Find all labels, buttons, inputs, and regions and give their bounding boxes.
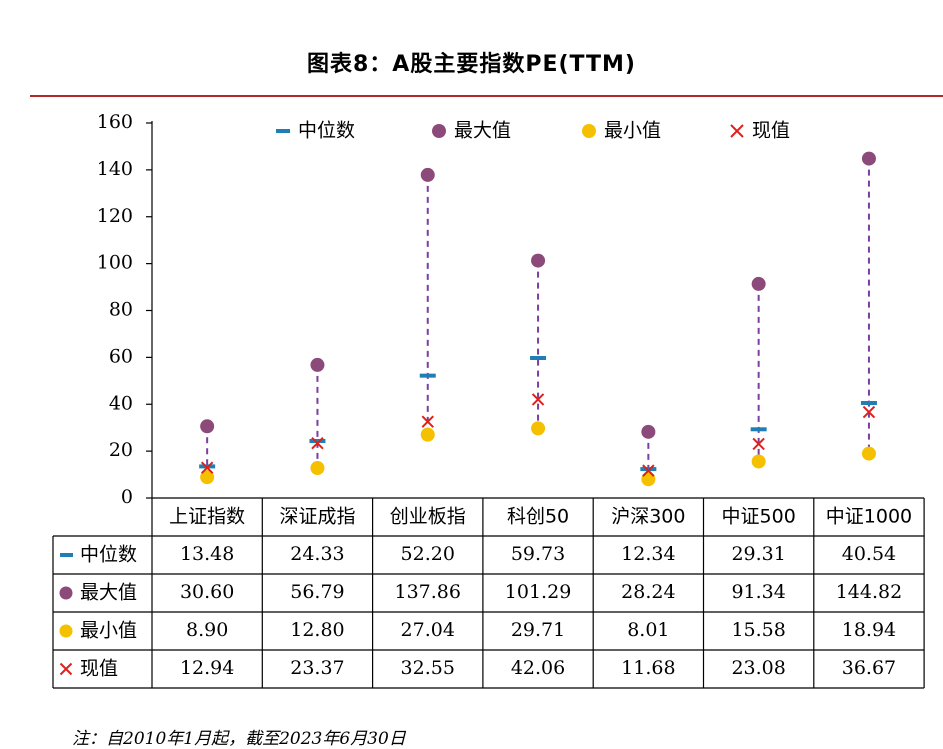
legend-median-icon (276, 129, 290, 133)
table-cell-value: 23.37 (290, 657, 344, 679)
current-point (642, 464, 655, 477)
table-cell-value: 36.67 (842, 657, 896, 679)
min-point (310, 461, 325, 475)
row-median-icon (60, 553, 73, 557)
title-divider (30, 95, 943, 97)
max-point (420, 167, 435, 182)
max-point (751, 276, 766, 291)
category-label: 创业板指 (390, 506, 466, 528)
table-cell-value: 12.80 (290, 619, 344, 641)
median-point (309, 438, 326, 443)
current-point (752, 437, 765, 451)
y-tick-label: 60 (109, 345, 133, 367)
table-cell-value: 29.31 (731, 543, 785, 565)
min-point (751, 454, 766, 469)
category-label: 中证1000 (826, 506, 912, 528)
y-tick-label: 100 (97, 252, 133, 274)
min-point (861, 446, 876, 461)
table-cell-value: 12.34 (621, 543, 675, 565)
table-cell-value: 144.82 (836, 581, 902, 603)
table-cell-value: 13.48 (180, 543, 234, 565)
median-point (530, 356, 547, 361)
table-cell-value: 27.04 (401, 619, 455, 641)
y-tick-label: 120 (97, 205, 133, 227)
median-point (419, 373, 436, 378)
category-label: 科创50 (507, 506, 569, 528)
legend-label: 现值 (752, 120, 790, 142)
table-cell-value: 11.68 (621, 657, 675, 679)
chart-title: 图表8：A股主要指数PE(TTM) (306, 52, 636, 77)
row-label: 最小值 (80, 620, 137, 642)
max-point (310, 357, 325, 372)
row-label: 中位数 (80, 544, 137, 566)
row-max-icon (59, 586, 73, 600)
row-current-icon (59, 662, 73, 676)
current-point (421, 415, 434, 428)
table-cell-value: 15.58 (731, 619, 785, 641)
y-tick-label: 140 (97, 158, 133, 180)
table-cell-value: 30.60 (180, 581, 234, 603)
min-point (531, 421, 546, 436)
table-cell-value: 8.90 (186, 619, 228, 641)
y-tick-label: 80 (109, 299, 133, 321)
table-cell-value: 56.79 (290, 581, 344, 603)
category-label: 上证指数 (169, 506, 245, 528)
row-label: 最大值 (80, 582, 137, 604)
table-cell-value: 8.01 (627, 619, 669, 641)
max-point (200, 419, 215, 434)
current-point (200, 461, 214, 474)
y-tick-label: 40 (109, 392, 133, 414)
table-cell-value: 32.55 (401, 657, 455, 679)
table-cell-value: 137.86 (395, 581, 461, 603)
max-point (861, 151, 876, 166)
table-cell-value: 42.06 (511, 657, 565, 679)
min-point (420, 427, 435, 442)
table-cell-value: 52.20 (401, 543, 455, 565)
max-point (641, 424, 656, 439)
legend-label: 最大值 (454, 120, 511, 142)
row-min-icon (59, 624, 73, 638)
table-cell-value: 23.08 (731, 657, 785, 679)
table-cell-value: 24.33 (290, 543, 344, 565)
current-point (531, 393, 545, 406)
median-point (640, 467, 657, 472)
current-point (862, 405, 876, 419)
y-tick-label: 160 (97, 111, 133, 133)
table-cell-value: 18.94 (842, 619, 896, 641)
median-point (860, 400, 877, 405)
table-cell-value: 91.34 (731, 581, 785, 603)
median-point (750, 427, 767, 432)
table-cell-value: 12.94 (180, 657, 234, 679)
legend-label: 中位数 (298, 120, 355, 142)
legend-max-icon (432, 124, 446, 138)
footnote: 注：自2010年1月起，截至2023年6月30日 (72, 729, 406, 749)
table-cell-value: 29.71 (511, 619, 565, 641)
min-point (641, 472, 656, 487)
current-point (311, 437, 324, 450)
legend-current-icon (730, 124, 744, 138)
table-cell-value: 28.24 (621, 581, 675, 603)
category-label: 深证成指 (279, 506, 355, 528)
table-cell-value: 101.29 (505, 581, 571, 603)
y-tick-label: 20 (109, 439, 133, 461)
category-label: 中证500 (722, 506, 796, 528)
table-cell-value: 59.73 (511, 543, 565, 565)
max-point (531, 253, 546, 268)
category-label: 沪深300 (611, 506, 685, 528)
table-cell-value: 40.54 (842, 543, 896, 565)
legend-label: 最小值 (604, 120, 661, 142)
row-label: 现值 (80, 658, 118, 680)
min-point (200, 470, 215, 485)
y-tick-label: 0 (121, 486, 133, 508)
legend-min-icon (582, 124, 596, 138)
